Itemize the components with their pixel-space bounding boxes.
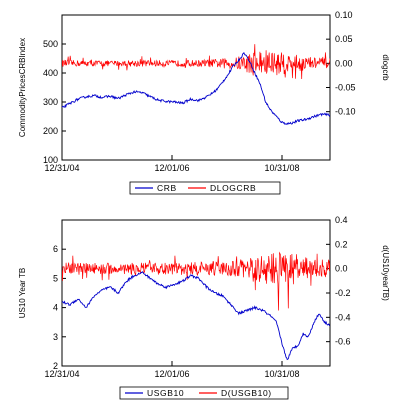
crb-panel: 12/31/04 12/01/06 10/31/08 100 200 300 400 500 0… [18,10,390,195]
y-axis-label: US10 Year TB [18,268,27,319]
y-tick-label: 200 [43,126,58,136]
y-tick-label: 6 [53,244,58,254]
legend: CRB DLOGCRB [129,181,281,195]
x-tick-label: 12/01/06 [154,369,189,379]
x-tick-label: 12/01/06 [154,163,189,173]
legend: USGB10 D(USGB10) [119,386,289,400]
legend-label: D(USGB10) [221,388,272,398]
y-tick-label: 500 [43,39,58,49]
y-axis-label: CommodityPricesCRBIndex [18,38,27,137]
legend-label: USGB10 [147,388,184,398]
series-line-d-usgb10- [62,251,330,311]
usgb10-panel: 12/31/04 12/01/06 10/31/08 2 3 4 5 6 0.4 0.2 0.0 -0… [18,215,390,400]
series-line-crb [62,52,330,126]
x-tick-label: 10/31/08 [264,163,299,173]
plot-frame [61,14,331,161]
y-tick-label: 5 [53,273,58,283]
y-tick-label: 400 [43,68,58,78]
y-tick-label: 3 [53,332,58,342]
x-tick-label: 12/31/04 [44,163,79,173]
x-tick-label: 12/31/04 [44,369,79,379]
series-line-usgb10 [62,271,330,361]
y-tick-label: 4 [53,303,58,313]
legend-label: DLOGCRB [210,183,256,193]
y-tick-label-right: 0.05 [335,34,353,44]
y-tick-label-right: 0.00 [335,58,353,68]
y-tick-label-right: -0.10 [335,107,356,117]
y-tick-label: 100 [43,155,58,165]
x-tick-label: 10/31/08 [264,369,299,379]
y-tick-label-right: -0.6 [335,337,351,347]
y-axis-label-right: d(US10yearTB) [381,245,390,301]
y-tick-label-right: 0.4 [335,215,348,225]
y-tick-label-right: -0.4 [335,312,351,322]
series-line-dlogcrb [62,44,330,80]
y-tick-label: 300 [43,97,58,107]
y-tick-label-right: -0.05 [335,83,356,93]
y-tick-label-right: 0.10 [335,10,353,20]
y-tick-label-right: 0.2 [335,239,348,249]
legend-label: CRB [157,183,177,193]
y-tick-label-right: -0.2 [335,288,351,298]
y-tick-label-right: 0.0 [335,264,348,274]
y-axis-label-right: dlogcrb [381,54,390,81]
y-tick-label: 2 [53,361,58,371]
plot-frame [61,219,331,367]
